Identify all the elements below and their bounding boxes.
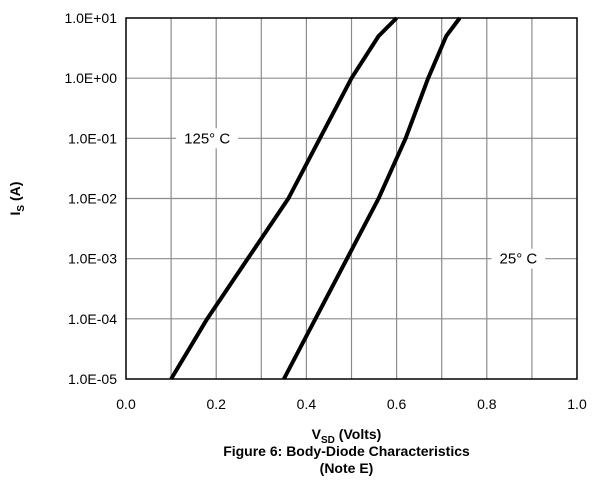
series-line <box>282 16 462 380</box>
series-lines <box>169 16 462 381</box>
x-axis-title: VSD (Volts) <box>312 426 382 446</box>
series-line <box>169 16 399 381</box>
y-axis-title-rest: (A) <box>7 182 23 205</box>
y-tick-label: 1.0E-04 <box>68 311 117 327</box>
annotation-background <box>491 248 546 269</box>
annotation-background <box>176 128 239 149</box>
y-axis-title-sub: S <box>16 205 27 212</box>
y-tick-label: 1.0E+00 <box>64 70 117 86</box>
annotations: 125° C 25° C <box>176 128 546 269</box>
x-tick-label: 0.4 <box>297 396 317 412</box>
x-tick-label: 1.0 <box>567 396 587 412</box>
x-tick-label: 0.8 <box>477 396 497 412</box>
y-tick-label: 1.0E+01 <box>64 10 117 26</box>
x-axis-title-sub: SD <box>321 435 335 446</box>
x-tick-labels: 0.0 0.2 0.4 0.6 0.8 1.0 <box>116 396 587 412</box>
x-axis-title-main: V <box>312 426 322 442</box>
y-tick-labels: 1.0E-05 1.0E-04 1.0E-03 1.0E-02 1.0E-01 1.0E+… <box>64 10 117 387</box>
series-label: 125° C <box>184 130 230 147</box>
figure-caption: Figure 6: Body-Diode Characteristics <box>223 443 470 459</box>
y-tick-label: 1.0E-03 <box>68 251 117 267</box>
x-tick-label: 0.0 <box>116 396 136 412</box>
y-tick-label: 1.0E-05 <box>68 371 117 387</box>
y-tick-label: 1.0E-02 <box>68 191 117 207</box>
y-tick-label: 1.0E-01 <box>68 130 117 146</box>
x-tick-label: 0.2 <box>206 396 226 412</box>
x-axis-title-rest: (Volts) <box>335 426 381 442</box>
y-axis-title: IS (A) <box>7 182 27 216</box>
plot-frame <box>125 17 578 380</box>
series-label: 25° C <box>500 251 538 268</box>
x-tick-label: 0.6 <box>387 396 407 412</box>
figure-caption-note: (Note E) <box>320 460 374 476</box>
gridlines <box>126 18 577 379</box>
y-axis-title-main: I <box>7 212 23 216</box>
